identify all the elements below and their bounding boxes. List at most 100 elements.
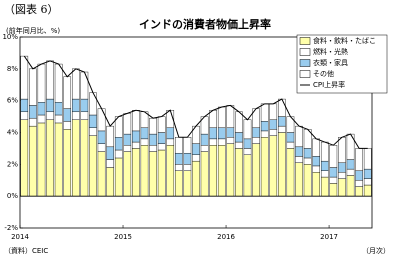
bar-segment <box>54 102 63 116</box>
bar-segment <box>97 151 106 197</box>
bar-segment <box>363 178 372 186</box>
bar-segment <box>106 125 114 148</box>
bar-segment <box>303 148 312 159</box>
bar-segment <box>89 114 97 128</box>
bar-segment <box>63 76 72 109</box>
bar-segment <box>166 138 175 146</box>
bar-segment <box>140 145 149 197</box>
bar-segment <box>312 165 321 173</box>
bar-segment <box>166 127 175 140</box>
bar-segment <box>295 146 303 157</box>
bar-segment <box>329 145 338 168</box>
bar-segment <box>149 145 157 152</box>
bar-segment <box>252 127 260 138</box>
bar-segment <box>80 111 89 120</box>
bar-segment <box>235 111 243 133</box>
bar-segment <box>278 132 286 197</box>
bar-segment <box>260 121 269 132</box>
bar-segment <box>355 186 363 197</box>
y-tick-label: 10% <box>2 33 18 41</box>
bar-segment <box>243 119 252 140</box>
bar-segment <box>217 106 226 128</box>
bar-segment <box>243 154 252 197</box>
bar-segment <box>123 133 132 146</box>
bar-segment <box>217 145 226 197</box>
bar-segment <box>235 132 243 143</box>
bar-segment <box>37 122 46 197</box>
bar-segment <box>89 135 97 197</box>
bar-segment <box>183 152 192 165</box>
bar-segment <box>278 125 286 133</box>
bar-segment <box>338 178 346 197</box>
source: （資料）CEIC <box>4 246 48 255</box>
y-tick-label: 8% <box>7 65 18 73</box>
bar-segment <box>355 180 363 187</box>
bar-segment <box>123 151 132 197</box>
bar-segment <box>252 143 260 197</box>
y-tick-label: 6% <box>7 97 18 105</box>
bar-segment <box>235 141 243 149</box>
bar-segment <box>123 145 132 152</box>
bar-segment <box>80 98 89 113</box>
bar-segment <box>140 138 149 146</box>
x-axis-label: （月次） <box>362 246 390 255</box>
bar-segment <box>363 168 372 179</box>
bar-segment <box>123 113 132 135</box>
bar-segment <box>80 71 89 100</box>
y-tick-label: 2% <box>7 160 18 168</box>
bar-segment <box>235 148 243 197</box>
bar-segment <box>106 146 114 160</box>
x-tick-label: 2014 <box>11 233 29 241</box>
bar-segment <box>286 132 295 143</box>
bar-segment <box>54 63 63 103</box>
bar-segment <box>89 92 97 116</box>
bar-segment <box>80 119 89 197</box>
bar-segment <box>157 143 166 151</box>
bar-segment <box>278 116 286 127</box>
bar-segment <box>29 68 37 106</box>
bar-segment <box>217 127 226 140</box>
bar-segment <box>217 138 226 146</box>
bar-segment <box>320 141 329 162</box>
bar-segment <box>54 122 63 197</box>
bar-segment <box>63 108 72 122</box>
bar-segment <box>20 111 29 120</box>
bar-segment <box>149 133 157 146</box>
bar-segment <box>320 176 329 197</box>
bar-segment <box>114 149 123 159</box>
bar-segment <box>320 160 329 171</box>
bar-segment <box>175 137 183 154</box>
bar-segment <box>260 130 269 138</box>
bar-segment <box>114 157 123 197</box>
bar-segment <box>29 125 37 197</box>
bar-segment <box>97 130 106 144</box>
y-tick-label: 4% <box>7 129 18 137</box>
bar-segment <box>183 137 192 154</box>
bar-segment <box>312 172 321 197</box>
bar-segment <box>29 117 37 127</box>
x-tick-label: 2016 <box>217 233 235 241</box>
bar-segment <box>20 98 29 113</box>
bar-segment <box>132 110 140 132</box>
bar-segment <box>269 103 278 120</box>
bar-segment <box>37 114 46 124</box>
bar-segment <box>200 133 209 146</box>
bar-segment <box>37 102 46 116</box>
bar-segment <box>346 168 355 176</box>
bar-segment <box>149 151 157 197</box>
x-tick-label: 2015 <box>114 233 132 241</box>
bar-segment <box>114 137 123 151</box>
legend-swatch <box>299 59 311 67</box>
bar-segment <box>183 170 192 197</box>
bar-segment <box>303 157 312 165</box>
legend-label: その他 <box>313 69 334 78</box>
bar-segment <box>20 55 29 100</box>
bar-segment <box>192 160 200 197</box>
bar-segment <box>46 60 54 100</box>
bar-segment <box>20 119 29 197</box>
bar-segment <box>278 98 286 117</box>
bar-segment <box>192 154 200 162</box>
bar-segment <box>209 138 217 146</box>
bar-segment <box>200 151 209 197</box>
bar-segment <box>54 114 63 124</box>
